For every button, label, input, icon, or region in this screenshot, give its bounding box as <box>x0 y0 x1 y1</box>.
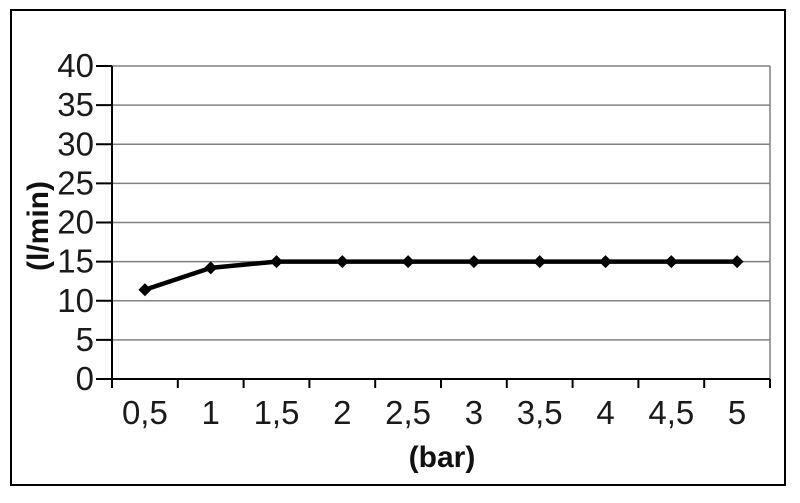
x-tick-label: 4,5 <box>648 394 694 431</box>
x-tick-label: 0,5 <box>122 394 168 431</box>
x-tick-label: 5 <box>728 394 746 431</box>
data-point-marker <box>467 255 481 269</box>
data-point-marker <box>664 255 678 269</box>
x-tick-label: 1,5 <box>254 394 300 431</box>
data-point-marker <box>730 255 744 269</box>
data-point-marker <box>335 255 349 269</box>
x-tick-labels: 0,5 1 1,5 2 2,5 3 3,5 4 4,5 5 <box>122 394 746 431</box>
x-tick-label: 3 <box>465 394 483 431</box>
data-series <box>138 255 744 297</box>
y-tick-label: 15 <box>57 243 94 280</box>
x-tick-marks <box>111 379 771 388</box>
data-point-marker <box>599 255 612 269</box>
y-tick-label: 25 <box>57 164 94 201</box>
y-axis-title: (l/min) <box>22 181 55 271</box>
y-tick-label: 5 <box>76 321 94 358</box>
data-point-marker <box>138 283 152 297</box>
y-tick-label: 40 <box>57 47 94 84</box>
y-tick-label: 35 <box>57 86 94 123</box>
x-tick-label: 2 <box>333 394 351 431</box>
y-tick-label: 20 <box>57 204 94 241</box>
data-point-marker <box>270 255 283 269</box>
gridlines <box>112 65 770 341</box>
x-tick-label: 4 <box>596 394 614 431</box>
x-tick-label: 2,5 <box>385 394 431 431</box>
series-line <box>142 259 740 293</box>
data-point-marker <box>204 261 218 275</box>
data-point-marker <box>533 255 547 269</box>
y-tick-marks <box>96 65 112 380</box>
x-axis-title: (bar) <box>409 441 476 474</box>
data-point-marker <box>401 255 415 269</box>
y-tick-label: 10 <box>57 282 94 319</box>
y-tick-label: 0 <box>76 360 94 397</box>
chart-outer-frame <box>10 9 786 486</box>
y-tick-label: 30 <box>57 125 94 162</box>
x-tick-label: 1 <box>202 394 220 431</box>
x-tick-label: 3,5 <box>517 394 563 431</box>
